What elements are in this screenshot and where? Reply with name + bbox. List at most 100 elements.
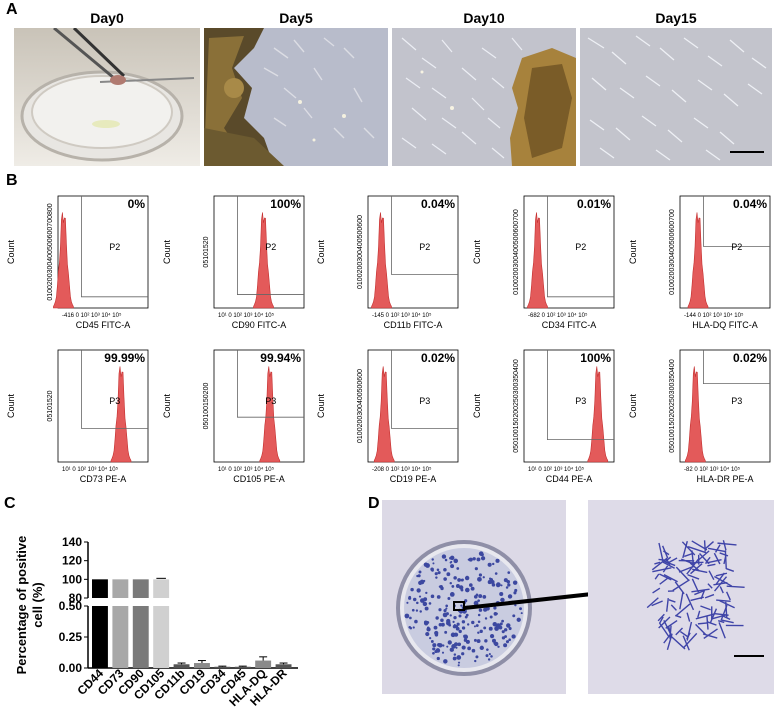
positive-percentage: 100%	[270, 197, 301, 211]
photo-day10-cells	[392, 28, 576, 166]
y-axis-label: Count	[6, 240, 16, 265]
flow-histogram-9: Count 050100150200250300350400 P3 100% 10¹ 0…	[472, 349, 615, 484]
y-tick-label: 140	[62, 535, 82, 549]
histogram-peak	[259, 366, 281, 463]
positive-percentage: 0.01%	[577, 197, 611, 211]
bar-chart: Percentage of positivecell (%) 80 100 120 14…	[14, 535, 298, 709]
x-axis-label: HLA-DR PE-A	[696, 474, 753, 484]
y-tick-label: 0.50	[59, 599, 83, 613]
gate-line	[237, 196, 304, 295]
flow-histogram-7: Count 050100150200 P3 99.94% 10¹ 0 10² 10³ 1…	[162, 349, 305, 484]
y-axis-label: Count	[162, 240, 172, 265]
bar-CD34	[214, 666, 231, 668]
bar-HLA-DR	[275, 664, 292, 668]
x-axis-label: CD19 PE-A	[390, 474, 437, 484]
gate-label: P2	[731, 242, 742, 252]
bar-CD105-upper	[153, 579, 170, 598]
x-axis-label: CD73 PE-A	[80, 474, 127, 484]
bar-CD73-upper	[112, 579, 129, 598]
y-tick-labels: 05101520	[47, 390, 54, 421]
day-label-10: Day10	[463, 10, 505, 26]
y-tick-labels: 0100200300400500600700	[669, 209, 676, 295]
photo-day0-petri-dish	[14, 28, 200, 166]
positive-percentage: 100%	[580, 351, 611, 365]
y-tick-labels: 0100200300400500600	[357, 369, 364, 443]
y-axis-label: Count	[316, 394, 326, 419]
y-tick-label: 0.00	[59, 661, 83, 675]
flow-histogram-3: Count 0100200300400500600 P2 0.04% -145 0 10…	[316, 195, 459, 330]
flow-histogram-6: Count 05101520 P3 99.99% 10¹ 0 10² 10³ 10⁴ 1…	[6, 349, 149, 484]
flow-histogram-2: Count 05101520 P2 100% 10¹ 0 10² 10³ 10⁴ 10⁵…	[162, 195, 305, 330]
gate-line	[81, 196, 148, 298]
bar-CD90-upper	[132, 579, 149, 598]
panel-label-b: B	[6, 172, 18, 189]
photo-day5-cells	[204, 28, 388, 166]
x-tick-labels: -208 0 10² 10³ 10⁴ 10⁵	[372, 466, 432, 473]
gate-label: P3	[265, 396, 276, 406]
y-tick-labels: 0100200300400500600700	[513, 209, 520, 295]
y-tick-label: 80	[69, 591, 83, 605]
histogram-peak	[373, 366, 395, 463]
gate-label: P3	[731, 396, 742, 406]
panel-label-d: D	[368, 495, 380, 512]
x-axis-label: CD11b FITC-A	[384, 320, 443, 330]
bar-CD73	[112, 606, 129, 668]
gate-label: P3	[575, 396, 586, 406]
flow-histogram-5: Count 0100200300400500600700 P2 0.04% -144 0…	[628, 195, 771, 330]
y-axis-label: Count	[316, 240, 326, 265]
gate-line	[547, 350, 614, 440]
y-tick-label: 100	[62, 572, 82, 586]
bar-CD105	[153, 606, 170, 668]
x-tick-labels: -145 0 10² 10³ 10⁴ 10⁵	[372, 312, 432, 319]
panel-label-c: C	[4, 495, 16, 512]
histogram-peak	[685, 366, 706, 463]
x-tick-labels: -144 0 10² 10³ 10⁴ 10⁵	[684, 312, 744, 319]
x-axis-label: CD34 FITC-A	[542, 320, 597, 330]
y-tick-labels: 0100200300400500600	[357, 215, 364, 289]
gate-line	[391, 196, 458, 275]
zoom-line	[464, 592, 593, 610]
bar-HLA-DQ	[255, 660, 272, 668]
day-label-5: Day5	[279, 10, 313, 26]
x-axis-label: CD44 PE-A	[546, 474, 593, 484]
bar-CD44-upper	[92, 579, 108, 598]
positive-percentage: 0.04%	[733, 197, 767, 211]
panel-label-a: A	[6, 1, 18, 18]
gate-label: P2	[419, 242, 430, 252]
bar-CD19	[194, 663, 210, 668]
y-axis-label: Count	[472, 394, 482, 419]
y-tick-labels: 05101520	[203, 236, 210, 267]
y-axis-label: Count	[628, 240, 638, 265]
x-tick-labels: -682 0 10² 10³ 10⁴ 10⁵	[528, 312, 588, 319]
y-tick-labels: 050100150200250300350400	[669, 359, 676, 453]
x-axis-label: CD105 PE-A	[233, 474, 285, 484]
histogram-peak	[371, 212, 392, 309]
gate-label: P3	[109, 396, 120, 406]
flow-histogram-8: Count 0100200300400500600 P3 0.02% -208 0 10…	[316, 349, 459, 484]
positive-percentage: 0.04%	[421, 197, 455, 211]
positive-percentage: 0.02%	[733, 351, 767, 365]
gate-label: P2	[109, 242, 120, 252]
histogram-peak	[687, 212, 709, 309]
x-axis-label: CD45 FITC-A	[76, 320, 131, 330]
y-tick-labels: 050100150200	[203, 383, 210, 430]
y-tick-labels: 0100200300400500600700800	[47, 203, 54, 300]
histogram-peak	[587, 366, 609, 463]
gate-line	[703, 350, 770, 384]
x-tick-labels: 10¹ 0 10² 10³ 10⁴ 10⁵	[218, 466, 275, 473]
histogram-peak	[110, 366, 132, 463]
x-tick-labels: -416 0 10² 10³ 10⁴ 10⁵	[62, 312, 122, 319]
x-axis-label: HLA-DQ FITC-A	[692, 320, 758, 330]
y-axis-label: Percentage of positivecell (%)	[14, 536, 45, 675]
histogram-peak	[253, 212, 274, 309]
y-axis-label: Count	[628, 394, 638, 419]
bar-CD90	[132, 606, 149, 668]
positive-percentage: 0%	[128, 197, 146, 211]
positive-percentage: 99.99%	[104, 351, 145, 365]
bar-CD45	[234, 666, 251, 668]
flow-histogram-1: Count 0100200300400500600700800 P2 0% -416 0…	[6, 195, 149, 330]
histogram-peak	[53, 212, 74, 309]
gate-label: P3	[419, 396, 430, 406]
photo-day15-cells	[580, 28, 772, 166]
y-tick-label: 0.25	[59, 630, 83, 644]
